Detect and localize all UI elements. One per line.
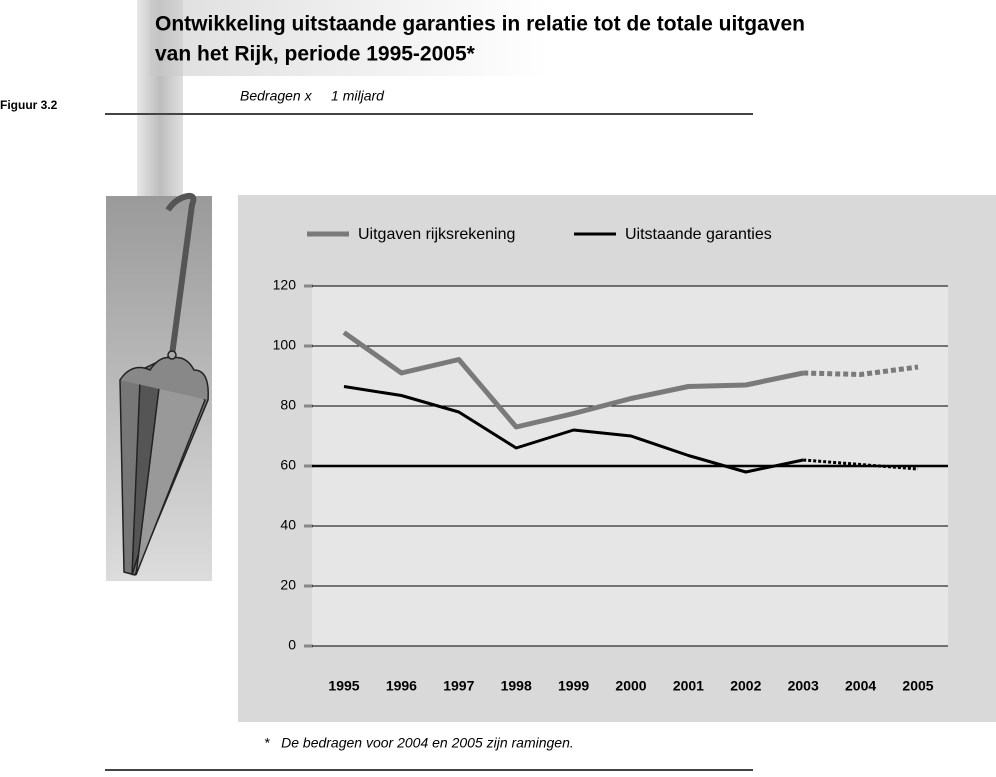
title-line: van het Rijk, periode 1995-2005* (155, 43, 476, 66)
subtitle: Bedragen x 1 miljard (240, 88, 385, 104)
x-tick-label: 2000 (615, 678, 646, 694)
y-tick-label: 0 (288, 637, 296, 653)
x-tick-label: 1997 (443, 678, 474, 694)
series-line (343, 385, 804, 474)
title-line: Ontwikkeling uitstaande garanties in rel… (155, 13, 805, 36)
footnote: * De bedragen voor 2004 en 2005 zijn ram… (264, 735, 574, 751)
x-tick-label: 1995 (328, 678, 359, 694)
umbrella (119, 192, 209, 576)
x-tick-label: 2005 (902, 678, 933, 694)
legend-label: Uitstaande garanties (625, 226, 772, 243)
series-line (803, 364, 919, 377)
figure-label: Figuur 3.2 (0, 98, 58, 112)
x-tick-label: 2002 (730, 678, 761, 694)
y-tick-label: 80 (280, 397, 296, 413)
y-tick-label: 40 (280, 517, 296, 533)
y-tick-label: 20 (280, 577, 296, 593)
series-line (803, 458, 919, 471)
series-line (342, 330, 804, 430)
y-tick-label: 60 (280, 457, 296, 473)
x-tick-label: 2004 (845, 678, 876, 694)
x-tick-label: 1999 (558, 678, 589, 694)
x-tick-label: 1996 (386, 678, 417, 694)
x-tick-label: 1998 (501, 678, 532, 694)
y-tick-label: 120 (273, 277, 297, 293)
x-tick-label: 2003 (788, 678, 819, 694)
header-band (150, 0, 550, 76)
y-tick-label: 100 (273, 337, 297, 353)
x-tick-label: 2001 (673, 678, 704, 694)
legend-label: Uitgaven rijksrekening (358, 226, 515, 243)
